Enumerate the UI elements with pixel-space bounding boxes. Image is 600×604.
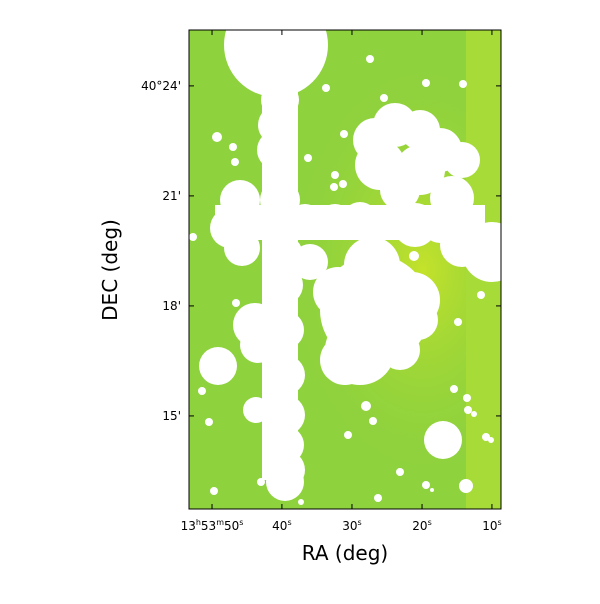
frame	[188, 29, 502, 510]
x-tick-label: 13h53m50s	[181, 518, 244, 533]
y-tick-label: 40°24'	[141, 79, 181, 93]
x-axis-label: RA (deg)	[302, 541, 388, 565]
mask	[189, 30, 501, 505]
y-tick-label: 18'	[162, 299, 181, 313]
x-tick-label: 10s	[482, 518, 501, 533]
x-tick-label: 40s	[272, 518, 291, 533]
y-tick-label: 21'	[162, 189, 181, 203]
x-tick-label: 30s	[342, 518, 361, 533]
x-tick-label: 20s	[412, 518, 431, 533]
y-axis-label: DEC (deg)	[98, 219, 122, 321]
y-tick-label: 15'	[162, 409, 181, 423]
image	[189, 30, 501, 509]
